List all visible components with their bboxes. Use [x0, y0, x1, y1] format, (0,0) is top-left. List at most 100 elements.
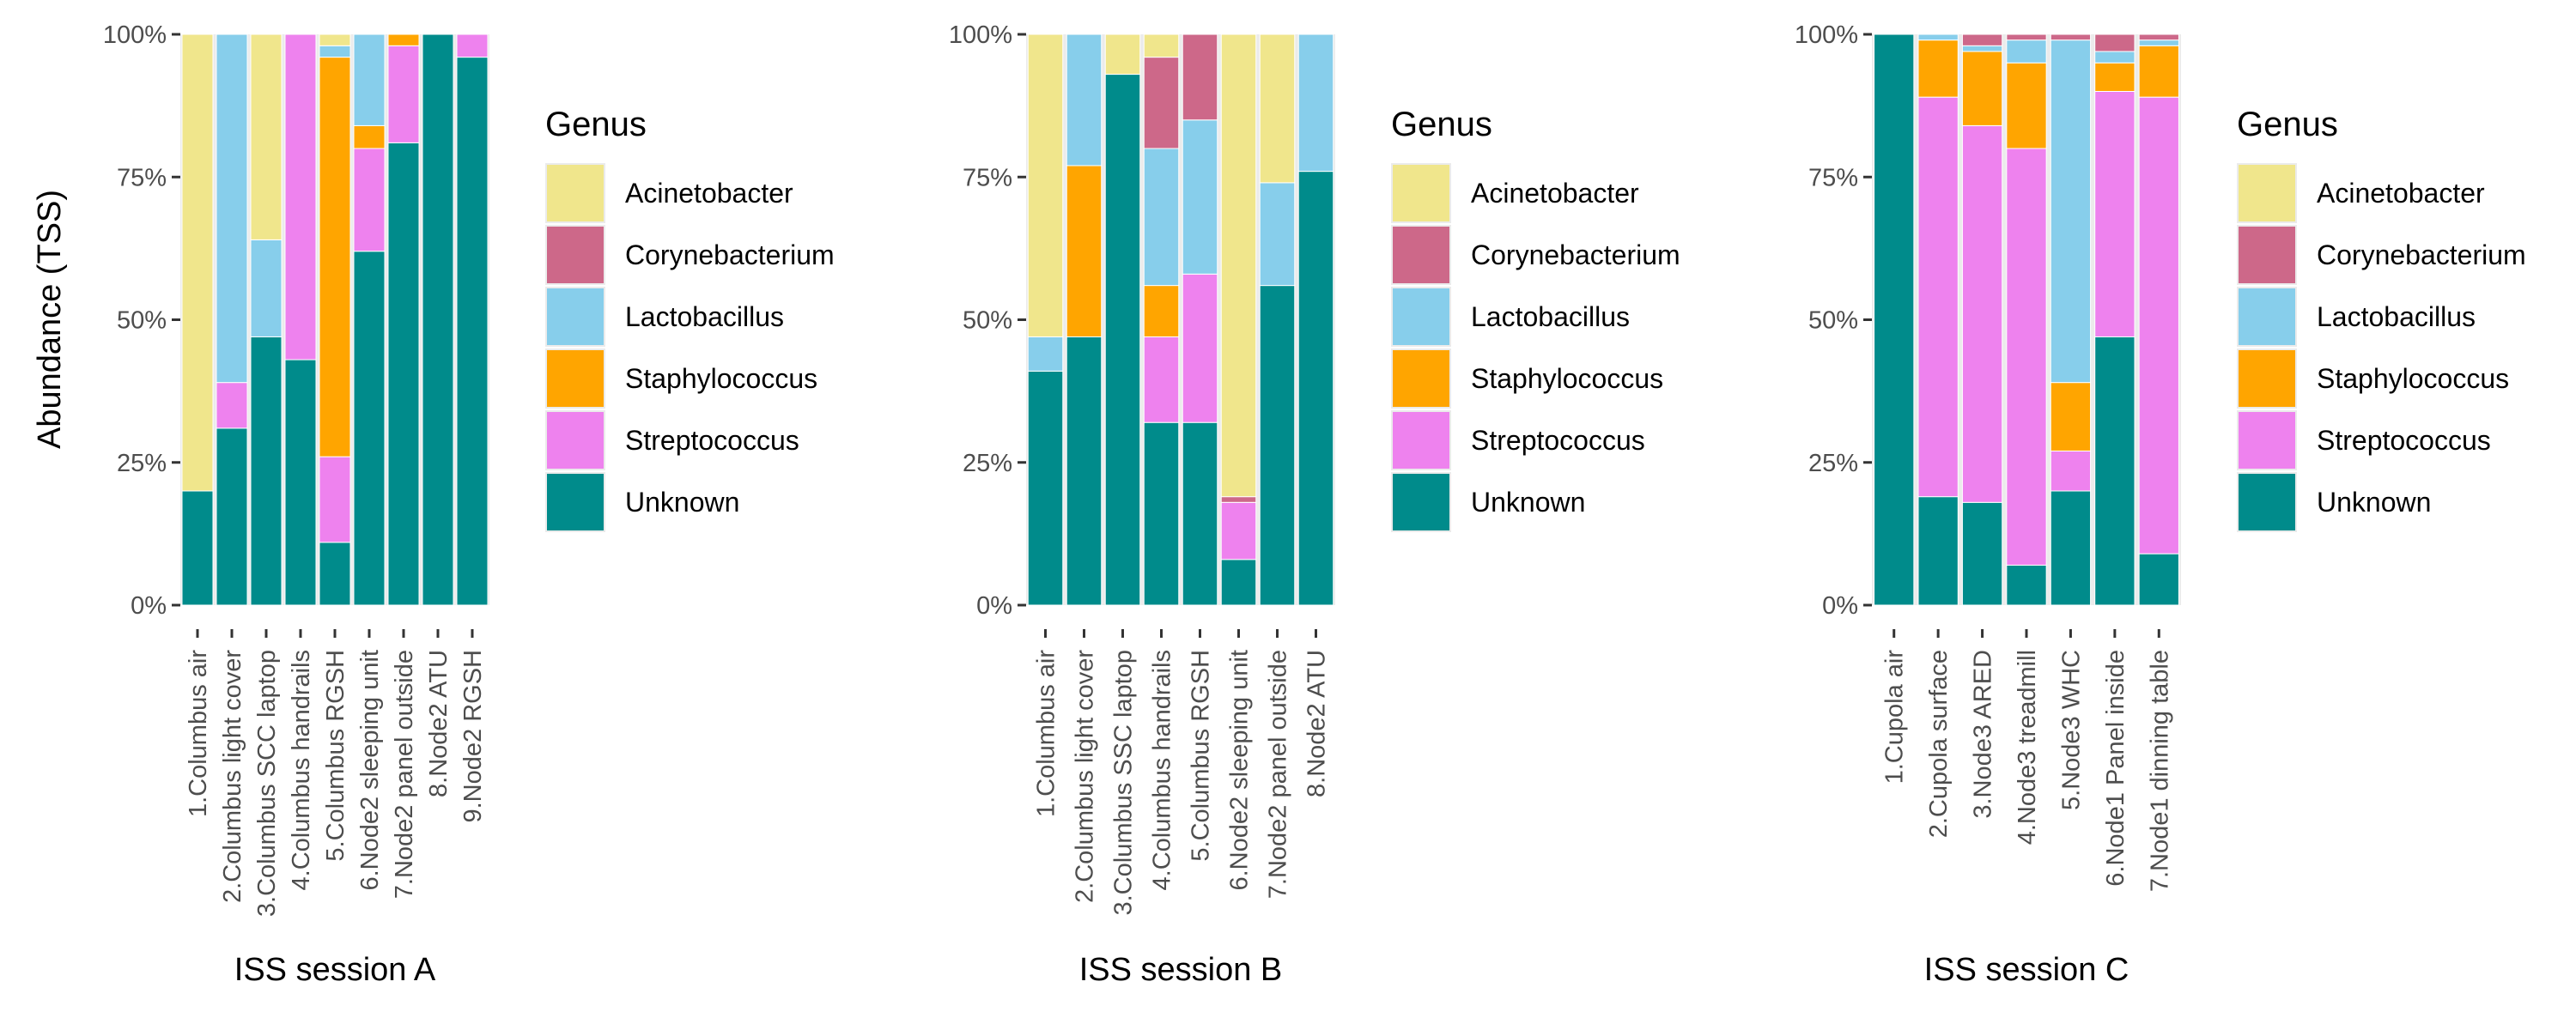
- bar-segment-streptococcus: [319, 456, 351, 543]
- x-tick-label: 6.Node2 sleeping unit: [1226, 650, 1254, 891]
- bar-segment-acinetobacter: [250, 33, 283, 240]
- x-tick-label: 5.Columbus RGSH: [1188, 650, 1215, 862]
- legend: Genus Acinetobacter Corynebacterium Lactoba…: [1391, 106, 1680, 532]
- bar-segment-unknown: [2094, 336, 2136, 606]
- bar-segment-lactobacillus: [250, 239, 283, 337]
- bar-segment-lactobacillus: [1961, 45, 2003, 52]
- legend-label: Acinetobacter: [2317, 178, 2485, 209]
- legend-label: Corynebacterium: [625, 239, 835, 270]
- bar-segment-staphylococcus: [2094, 62, 2136, 92]
- bar-segment-acinetobacter: [1259, 33, 1296, 184]
- bar-segment-streptococcus: [456, 33, 489, 58]
- bar-segment-unknown: [2006, 564, 2047, 606]
- bar-segment-corynebacterium: [1220, 496, 1257, 503]
- legend-swatch-streptococcus: [547, 412, 604, 469]
- bar-segment-staphylococcus: [2138, 45, 2179, 98]
- x-axis-title: ISS session B: [1079, 952, 1283, 988]
- bar-segment-lactobacillus: [216, 33, 248, 384]
- bar-segment-corynebacterium: [1143, 57, 1180, 149]
- legend-title: Genus: [1391, 106, 1492, 143]
- bar-segment-lactobacillus: [319, 45, 351, 58]
- legend-swatch-corynebacterium: [1393, 227, 1449, 283]
- x-tick-label: 2.Cupola surface: [1925, 650, 1953, 838]
- bar-segment-lactobacillus: [1143, 148, 1180, 287]
- bar-segment-unknown: [1259, 285, 1296, 606]
- x-tick-label: 4.Columbus handrails: [1149, 650, 1176, 890]
- bar-segment-unknown: [456, 57, 489, 606]
- legend-label: Streptococcus: [1471, 425, 1645, 456]
- y-tick-label: 0%: [1822, 592, 1858, 620]
- bar-segment-acinetobacter: [1027, 33, 1064, 337]
- bar-segment-lactobacillus: [1027, 336, 1064, 372]
- bar-segment-unknown: [1961, 501, 2003, 606]
- x-tick-label: 8.Node2 ATU: [1303, 650, 1331, 797]
- legend-swatch-streptococcus: [2239, 412, 2295, 469]
- legend-label: Acinetobacter: [1471, 178, 1639, 209]
- bar-segment-lactobacillus: [353, 33, 386, 126]
- bar-segment-streptococcus: [216, 382, 248, 429]
- bar-segment-streptococcus: [2006, 148, 2047, 566]
- bar-segment-staphylococcus: [353, 124, 386, 149]
- y-tick-label: 25%: [963, 450, 1012, 477]
- bar-segment-unknown: [1066, 336, 1103, 606]
- bar-segment-unknown: [1104, 74, 1141, 606]
- bar-segment-staphylococcus: [1066, 165, 1103, 337]
- bar-segment-unknown: [1297, 171, 1334, 606]
- y-tick-label: 0%: [131, 592, 167, 620]
- bar-segment-lactobacillus: [1297, 33, 1334, 173]
- chart-panel-2: 0% 25% 50% 75% 100% 1.Columbus air 2.Columbus …: [949, 21, 1680, 988]
- bar-segment-lactobacillus: [1182, 119, 1218, 275]
- legend-label: Unknown: [1471, 487, 1585, 518]
- legend-label: Staphylococcus: [2317, 363, 2509, 394]
- legend-label: Lactobacillus: [625, 301, 784, 332]
- x-tick-label: 1.Columbus air: [185, 650, 212, 817]
- bar-segment-unknown: [2050, 490, 2092, 606]
- y-tick-label: 100%: [1795, 21, 1858, 49]
- bar-segment-staphylococcus: [1143, 285, 1180, 337]
- x-tick-label: 5.Columbus RGSH: [322, 650, 349, 862]
- legend-label: Unknown: [2317, 487, 2431, 518]
- legend-swatch-corynebacterium: [547, 227, 604, 283]
- x-axis-title: ISS session A: [234, 952, 436, 988]
- bar-segment-streptococcus: [284, 33, 317, 360]
- y-tick-label: 75%: [117, 164, 167, 191]
- x-tick-label: 2.Columbus light cover: [1072, 650, 1099, 903]
- bar-segment-corynebacterium: [2006, 33, 2047, 41]
- x-tick-label: 3.Columbus SSC laptop: [1110, 650, 1138, 916]
- chart-panel-3: 0% 25% 50% 75% 100% 1.Cupola air 2.Cupola surf…: [1795, 21, 2526, 988]
- legend-swatch-acinetobacter: [547, 165, 604, 221]
- bar-segment-streptococcus: [1917, 96, 1959, 498]
- legend-swatch-corynebacterium: [2239, 227, 2295, 283]
- bar-segment-corynebacterium: [1182, 33, 1218, 121]
- bar-segment-unknown: [1917, 496, 1959, 606]
- x-tick-label: 6.Node1 Panel inside: [2102, 650, 2129, 887]
- legend-label: Streptococcus: [2317, 425, 2491, 456]
- y-tick-label: 100%: [949, 21, 1012, 49]
- x-tick-label: 4.Node3 treadmill: [2014, 650, 2041, 845]
- bar-segment-unknown: [1143, 421, 1180, 606]
- y-tick-label: 0%: [976, 592, 1012, 620]
- legend-swatch-lactobacillus: [547, 288, 604, 345]
- bar-segment-acinetobacter: [1143, 33, 1180, 58]
- legend-swatch-unknown: [2239, 474, 2295, 530]
- y-tick-label: 100%: [103, 21, 167, 49]
- y-tick-label: 25%: [117, 450, 167, 477]
- bar-segment-unknown: [387, 142, 420, 606]
- y-tick-label: 50%: [963, 307, 1012, 335]
- bar-segment-lactobacillus: [1066, 33, 1103, 167]
- y-axis-title: Abundance (TSS): [32, 190, 68, 449]
- bar-segment-staphylococcus: [1917, 39, 1959, 98]
- legend: Genus Acinetobacter Corynebacterium Lactoba…: [545, 106, 835, 532]
- legend-swatch-streptococcus: [1393, 412, 1449, 469]
- bar-segment-staphylococcus: [2050, 382, 2092, 451]
- bar-segment-staphylococcus: [387, 33, 420, 46]
- y-tick-label: 25%: [1808, 450, 1858, 477]
- bar-segment-streptococcus: [387, 45, 420, 143]
- x-tick-label: 1.Cupola air: [1881, 650, 1909, 785]
- y-tick-label: 50%: [117, 307, 167, 335]
- legend-swatch-staphylococcus: [547, 350, 604, 407]
- bar-segment-streptococcus: [1182, 273, 1218, 423]
- bar-segment-streptococcus: [1961, 124, 2003, 503]
- legend-label: Lactobacillus: [2317, 301, 2476, 332]
- legend-swatch-lactobacillus: [2239, 288, 2295, 345]
